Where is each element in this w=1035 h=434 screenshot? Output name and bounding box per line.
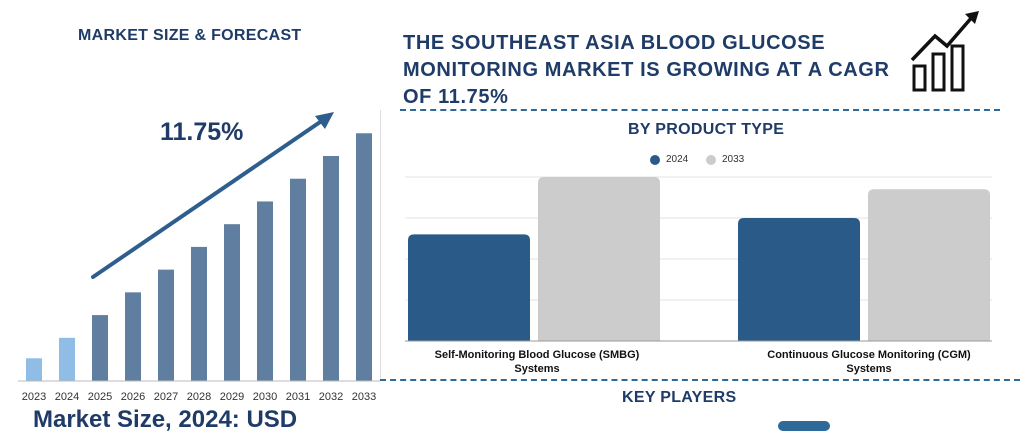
forecast-tick-2033: 2033: [352, 391, 376, 403]
legend-item-2033: 2033: [706, 154, 744, 165]
category-label-cgm: Continuous Glucose Monitoring (CGM) Syst…: [767, 349, 971, 375]
forecast-bar-2026: [125, 292, 141, 381]
market-size-text: Market Size, 2024: USD: [33, 406, 298, 433]
key-players-divider: [380, 379, 1020, 381]
legend-item-2024: 2024: [650, 154, 688, 165]
product-bar-cgm-2024: [738, 218, 860, 341]
forecast-tick-2027: 2027: [154, 391, 178, 403]
forecast-tick-2023: 2023: [22, 391, 46, 403]
key-players-title: KEY PLAYERS: [622, 389, 737, 406]
header-divider: [400, 109, 1000, 111]
product-bar-smbg-2024: [408, 234, 530, 341]
forecast-tick-2032: 2032: [319, 391, 343, 403]
forecast-bar-2024: [59, 337, 75, 381]
legend-label-2033: 2033: [722, 154, 745, 165]
headline: THE SOUTHEAST ASIA BLOOD GLUCOSE MONITOR…: [403, 32, 890, 108]
forecast-bar-2032: [323, 156, 339, 381]
forecast-tick-2026: 2026: [121, 391, 145, 403]
forecast-bar-2027: [158, 269, 174, 381]
forecast-tick-2028: 2028: [187, 391, 211, 403]
forecast-bar-2031: [290, 178, 306, 381]
forecast-bar-2029: [224, 224, 240, 381]
market-size-forecast-title: MARKET SIZE & FORECAST: [78, 27, 302, 44]
forecast-bar-2033: [356, 133, 372, 381]
forecast-tick-2029: 2029: [220, 391, 244, 403]
product-bar-smbg-2033: [538, 177, 660, 341]
growth-chart-icon: [910, 11, 979, 92]
legend-swatch-2024: [650, 154, 660, 165]
panel-divider: [380, 110, 381, 380]
forecast-bar-chart: 2023 2024 2025 2026 2027 2028 2029 2030 2031 2032…: [18, 112, 380, 403]
trend-arrow-shaft: [91, 116, 328, 279]
category-label-smbg: Self-Monitoring Blood Glucose (SMBG) Sys…: [434, 349, 640, 375]
forecast-tick-2024: 2024: [55, 391, 79, 403]
legend-swatch-2033: [706, 154, 716, 165]
trend-arrow-head: [315, 112, 334, 129]
legend-label-2024: 2024: [666, 154, 689, 165]
forecast-bar-2030: [257, 201, 273, 381]
forecast-bar-2028: [191, 246, 207, 381]
forecast-bar-2025: [92, 315, 108, 381]
product-bar-cgm-2033: [868, 189, 990, 341]
forecast-bar-2023: [26, 358, 42, 381]
forecast-tick-2030: 2030: [253, 391, 277, 403]
forecast-tick-2025: 2025: [88, 391, 112, 403]
forecast-tick-2031: 2031: [286, 391, 310, 403]
by-product-type-title: BY PRODUCT TYPE: [628, 121, 785, 138]
product-type-bar-chart: [405, 176, 992, 342]
key-player-badge: [778, 421, 830, 431]
cagr-annotation: 11.75%: [160, 118, 244, 146]
